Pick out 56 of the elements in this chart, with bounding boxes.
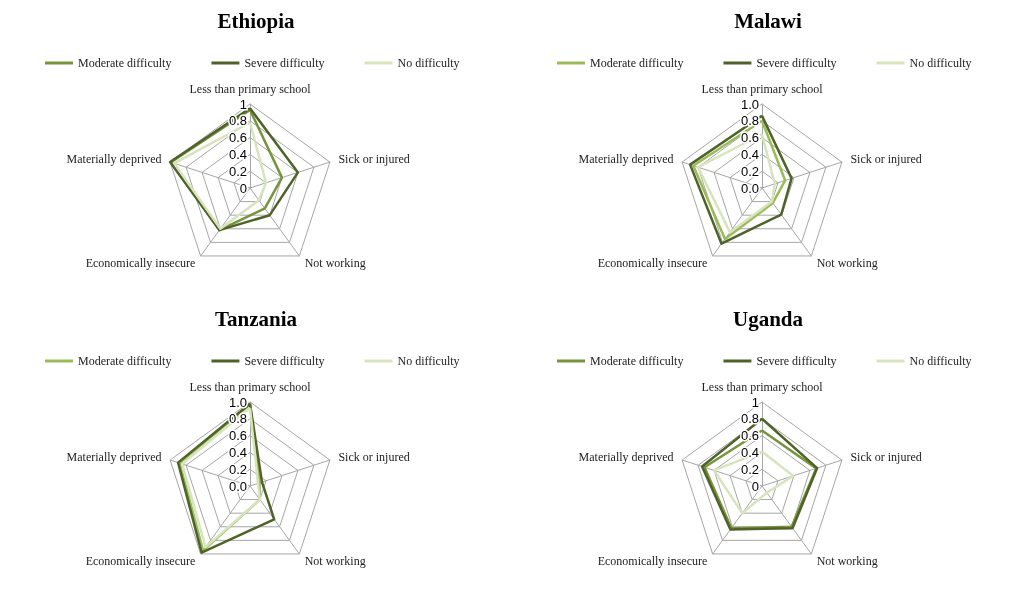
- legend-label: Severe difficulty: [756, 56, 837, 70]
- spoke-label: Sick or injured: [850, 450, 922, 465]
- spoke-label: Less than primary school: [701, 82, 824, 96]
- spoke-label: Not working: [816, 256, 878, 271]
- chart-title: Uganda: [732, 306, 804, 331]
- spoke-label: Not working: [304, 554, 366, 569]
- y-tick-label: 0: [751, 478, 759, 494]
- legend-label: Severe difficulty: [244, 56, 325, 70]
- y-tick-label: 0.2: [740, 461, 759, 477]
- y-tick-label: 0.6: [740, 130, 759, 146]
- y-tick-label: 0.4: [740, 146, 759, 162]
- spoke-label: Less than primary school: [701, 380, 824, 394]
- legend-label: Moderate difficulty: [78, 56, 172, 70]
- y-tick-label: 0.0: [228, 478, 247, 494]
- spoke-label: Materially deprived: [66, 450, 162, 465]
- chart-title: Tanzania: [214, 306, 298, 331]
- y-tick-label: 0.8: [740, 411, 759, 427]
- spoke-label: Sick or injured: [338, 450, 410, 465]
- spoke-label: Sick or injured: [338, 152, 410, 167]
- y-tick-label: 0.4: [228, 444, 247, 460]
- y-tick-label: 0.2: [228, 461, 247, 477]
- spoke-label: Not working: [304, 256, 366, 271]
- y-tick-label: 0.0: [740, 180, 759, 196]
- y-tick-label: 0.2: [740, 163, 759, 179]
- spoke-label: Economically insecure: [85, 256, 196, 271]
- spoke-label: Materially deprived: [66, 152, 162, 167]
- legend-label: Severe difficulty: [756, 354, 837, 368]
- legend-label: Severe difficulty: [244, 354, 325, 368]
- legend-label: No difficulty: [909, 56, 972, 70]
- y-tick-label: 1: [239, 96, 247, 112]
- y-tick-label: 0.4: [740, 444, 759, 460]
- y-tick-label: 1.0: [228, 394, 247, 410]
- y-tick-label: 0.6: [228, 428, 247, 444]
- y-tick-label: 1: [751, 394, 759, 410]
- y-tick-label: 0.4: [228, 146, 247, 162]
- chart-title: Ethiopia: [217, 8, 296, 33]
- y-tick-label: 1.0: [740, 96, 759, 112]
- spoke-label: Economically insecure: [597, 554, 708, 569]
- y-tick-label: 0: [239, 180, 247, 196]
- spoke-label: Materially deprived: [578, 152, 674, 167]
- legend-label: No difficulty: [909, 354, 972, 368]
- spoke-label: Not working: [816, 554, 878, 569]
- legend-label: No difficulty: [397, 354, 460, 368]
- legend-label: Moderate difficulty: [590, 56, 684, 70]
- spoke-label: Materially deprived: [578, 450, 674, 465]
- legend-label: Moderate difficulty: [590, 354, 684, 368]
- y-tick-label: 0.2: [228, 163, 247, 179]
- spoke-label: Less than primary school: [189, 82, 312, 96]
- legend-label: Moderate difficulty: [78, 354, 172, 368]
- legend-label: No difficulty: [397, 56, 460, 70]
- y-tick-label: 0.6: [228, 130, 247, 146]
- spoke-label: Economically insecure: [597, 256, 708, 271]
- chart-title: Malawi: [734, 8, 802, 33]
- spoke-label: Sick or injured: [850, 152, 922, 167]
- spoke-label: Less than primary school: [189, 380, 312, 394]
- spoke-label: Economically insecure: [85, 554, 196, 569]
